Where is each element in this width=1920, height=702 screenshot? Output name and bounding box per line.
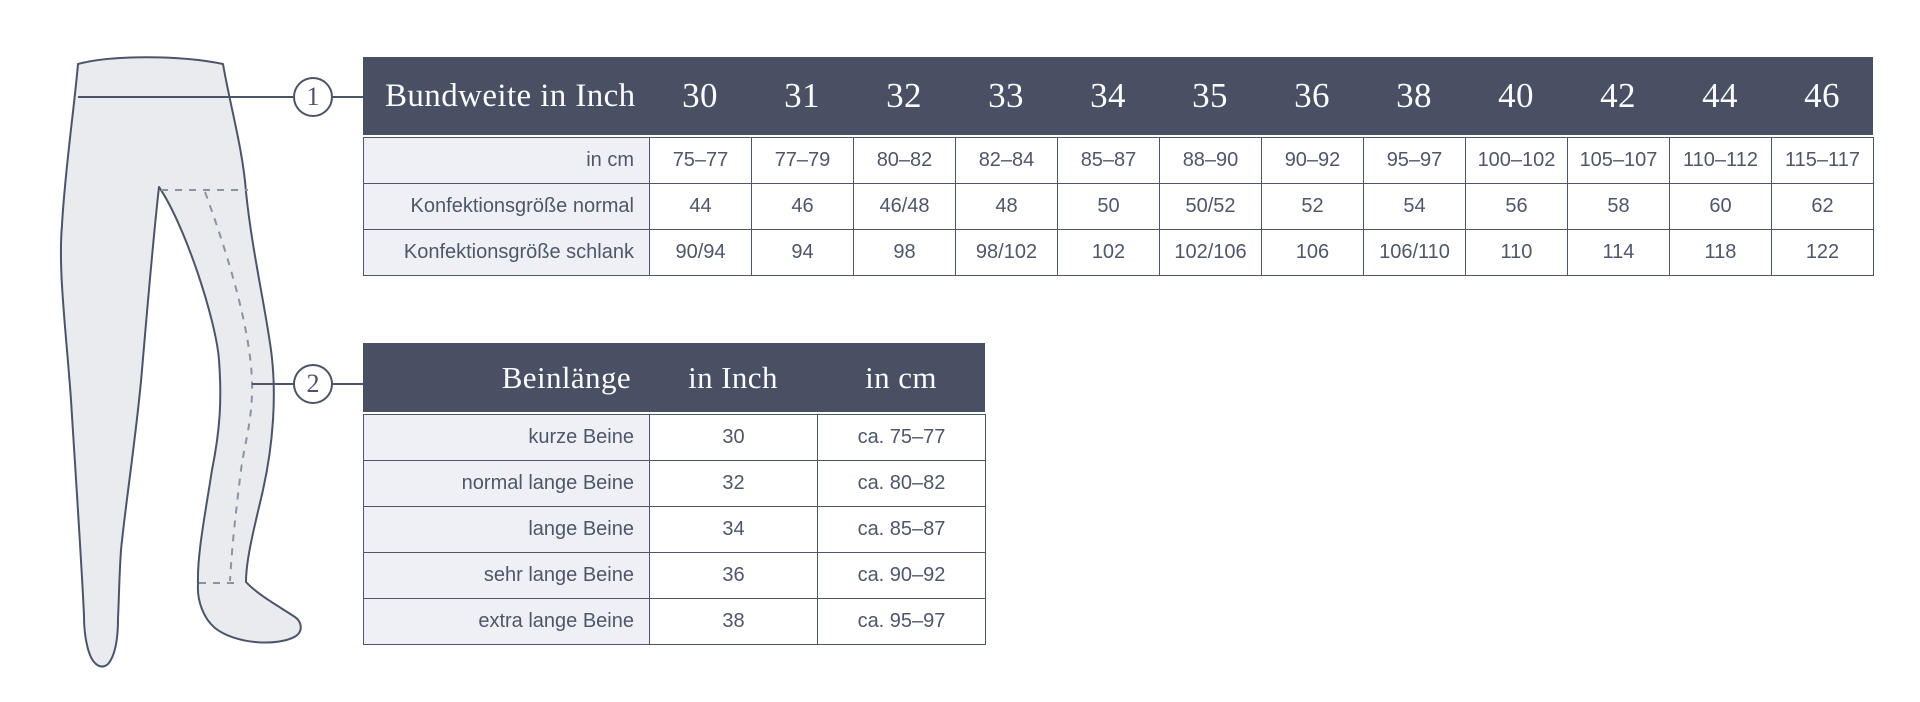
waist-size-table: Bundweite in Inch 30 31 32 33 34 35 36 3…: [363, 57, 1874, 276]
cell-value: 95–97: [1363, 137, 1466, 184]
cell-value: 54: [1363, 183, 1466, 230]
column-header-inch: 40: [1498, 76, 1534, 115]
cell-value: 122: [1771, 229, 1874, 276]
cell-value: 56: [1465, 183, 1568, 230]
column-header-inch: 38: [1396, 76, 1432, 115]
column-header-cm: in cm: [865, 359, 937, 395]
column-header-inch: 32: [886, 76, 922, 115]
column-header-inch: 46: [1804, 76, 1840, 115]
cell-value: 50/52: [1159, 183, 1262, 230]
cell-value: 98: [853, 229, 956, 276]
column-header-inch: 30: [682, 76, 718, 115]
cell-value: 38: [649, 598, 818, 645]
cell-value: 46: [751, 183, 854, 230]
cell-value: 30: [649, 414, 818, 461]
cell-value: 44: [649, 183, 752, 230]
row-label: sehr lange Beine: [363, 552, 650, 599]
callout-1-badge: 1: [293, 77, 333, 117]
cell-value: 77–79: [751, 137, 854, 184]
cell-value: 62: [1771, 183, 1874, 230]
column-header-inch: 33: [988, 76, 1024, 115]
row-label: lange Beine: [363, 506, 650, 553]
cell-value: 46/48: [853, 183, 956, 230]
leg-table-title: Beinlänge: [501, 359, 631, 395]
cell-value: 110: [1465, 229, 1568, 276]
leg-table-header: Beinlänge in Inch in cm: [363, 343, 985, 412]
cell-value: 106/110: [1363, 229, 1466, 276]
row-label: normal lange Beine: [363, 460, 650, 507]
callout-2-number: 2: [306, 369, 320, 398]
cell-value: 110–112: [1669, 137, 1772, 184]
table-row: sehr lange Beine 36 ca. 90–92: [363, 552, 986, 599]
cell-value: 106: [1261, 229, 1364, 276]
table-row: kurze Beine 30 ca. 75–77: [363, 414, 986, 461]
cell-value: 98/102: [955, 229, 1058, 276]
row-label: Konfektionsgröße normal: [363, 183, 650, 230]
waist-table-header: Bundweite in Inch 30 31 32 33 34 35 36 3…: [363, 57, 1873, 135]
cell-value: 52: [1261, 183, 1364, 230]
table-row: Konfektionsgröße normal 44 46 46/48 48 5…: [363, 183, 1874, 230]
callout-1-number: 1: [306, 82, 320, 111]
column-header-inch: 36: [1294, 76, 1330, 115]
cell-value: 36: [649, 552, 818, 599]
row-label: in cm: [363, 137, 650, 184]
cell-value: 85–87: [1057, 137, 1160, 184]
cell-value: 115–117: [1771, 137, 1874, 184]
cell-value: 90–92: [1261, 137, 1364, 184]
cell-value: 60: [1669, 183, 1772, 230]
row-label: extra lange Beine: [363, 598, 650, 645]
cell-value: ca. 85–87: [817, 506, 986, 553]
cell-value: ca. 80–82: [817, 460, 986, 507]
column-header-inch: 44: [1702, 76, 1738, 115]
table-row: lange Beine 34 ca. 85–87: [363, 506, 986, 553]
cell-value: 88–90: [1159, 137, 1262, 184]
cell-value: 114: [1567, 229, 1670, 276]
waist-table-title: Bundweite in Inch: [385, 77, 636, 114]
table-row: Konfektionsgröße schlank 90/94 94 98 98/…: [363, 229, 1874, 276]
cell-value: 118: [1669, 229, 1772, 276]
cell-value: 50: [1057, 183, 1160, 230]
column-header-inch: in Inch: [688, 359, 778, 395]
leg-table-body: kurze Beine 30 ca. 75–77 normal lange Be…: [363, 414, 986, 645]
column-header-inch: 35: [1192, 76, 1228, 115]
cell-value: ca. 75–77: [817, 414, 986, 461]
cell-value: 100–102: [1465, 137, 1568, 184]
cell-value: 58: [1567, 183, 1670, 230]
table-row: in cm 75–77 77–79 80–82 82–84 85–87 88–9…: [363, 137, 1874, 184]
cell-value: 102/106: [1159, 229, 1262, 276]
cell-value: ca. 95–97: [817, 598, 986, 645]
cell-value: ca. 90–92: [817, 552, 986, 599]
cell-value: 80–82: [853, 137, 956, 184]
table-row: normal lange Beine 32 ca. 80–82: [363, 460, 986, 507]
cell-value: 32: [649, 460, 818, 507]
table-row: extra lange Beine 38 ca. 95–97: [363, 598, 986, 645]
row-label: kurze Beine: [363, 414, 650, 461]
cell-value: 48: [955, 183, 1058, 230]
column-header-inch: 34: [1090, 76, 1126, 115]
cell-value: 102: [1057, 229, 1160, 276]
row-label: Konfektionsgröße schlank: [363, 229, 650, 276]
cell-value: 82–84: [955, 137, 1058, 184]
callout-2-badge: 2: [293, 364, 333, 404]
column-header-inch: 31: [784, 76, 820, 115]
legs-outline: [59, 56, 302, 668]
legs-illustration: [59, 56, 363, 668]
inseam-dashed-line: [204, 191, 254, 582]
leg-length-table: Beinlänge in Inch in cm kurze Beine 30 c…: [363, 343, 986, 645]
cell-value: 90/94: [649, 229, 752, 276]
waist-table-body: in cm 75–77 77–79 80–82 82–84 85–87 88–9…: [363, 137, 1874, 276]
column-header-inch: 42: [1600, 76, 1636, 115]
cell-value: 75–77: [649, 137, 752, 184]
cell-value: 34: [649, 506, 818, 553]
cell-value: 105–107: [1567, 137, 1670, 184]
cell-value: 94: [751, 229, 854, 276]
